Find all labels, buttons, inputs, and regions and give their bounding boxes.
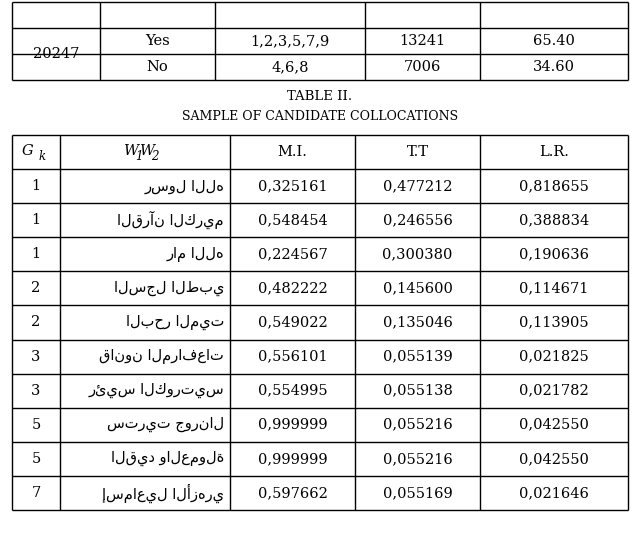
Text: 0,021782: 0,021782 [519, 384, 589, 398]
Text: 0,999999: 0,999999 [258, 452, 327, 466]
Text: 2: 2 [31, 281, 40, 295]
Text: البحر الميت: البحر الميت [125, 315, 224, 330]
Text: 2: 2 [151, 150, 159, 163]
Text: 0,388834: 0,388834 [519, 213, 589, 227]
Text: L.R.: L.R. [539, 145, 569, 159]
Text: W: W [140, 144, 154, 158]
Text: إسماعيل الأزهري: إسماعيل الأزهري [102, 483, 224, 502]
Text: T.T: T.T [406, 145, 429, 159]
Text: 13241: 13241 [399, 34, 445, 48]
Text: السجل الطبي: السجل الطبي [114, 281, 224, 296]
Text: رسول الله: رسول الله [144, 179, 224, 194]
Text: 0,818655: 0,818655 [519, 179, 589, 193]
Text: 0,021646: 0,021646 [519, 486, 589, 500]
Text: 0,145600: 0,145600 [383, 281, 452, 295]
Text: 1: 1 [31, 179, 40, 193]
Text: 0,055216: 0,055216 [383, 452, 452, 466]
Text: 4,6,8: 4,6,8 [271, 60, 308, 74]
Text: 0,554995: 0,554995 [258, 384, 327, 398]
Text: ستريت جورنال: ستريت جورنال [107, 417, 224, 432]
Text: 0,113905: 0,113905 [519, 316, 589, 330]
Text: 0,246556: 0,246556 [383, 213, 452, 227]
Text: 0,549022: 0,549022 [258, 316, 328, 330]
Text: 0,999999: 0,999999 [258, 418, 327, 432]
Text: 1: 1 [31, 213, 40, 227]
Text: 0,597662: 0,597662 [257, 486, 328, 500]
Text: Yes: Yes [145, 34, 170, 48]
Text: قانون المرافعات: قانون المرافعات [99, 349, 224, 364]
Text: 0,190636: 0,190636 [519, 247, 589, 261]
Text: SAMPLE OF CANDIDATE COLLOCATIONS: SAMPLE OF CANDIDATE COLLOCATIONS [182, 111, 458, 124]
Text: 0,042550: 0,042550 [519, 452, 589, 466]
Text: 0,021825: 0,021825 [519, 349, 589, 364]
Text: القيد والعمولة: القيد والعمولة [111, 451, 224, 467]
Text: 0,556101: 0,556101 [258, 349, 327, 364]
Text: 7: 7 [31, 486, 40, 500]
Text: 0,482222: 0,482222 [258, 281, 328, 295]
Text: 0,224567: 0,224567 [258, 247, 328, 261]
Text: 0,477212: 0,477212 [383, 179, 452, 193]
Text: 65.40: 65.40 [533, 34, 575, 48]
Text: 7006: 7006 [404, 60, 441, 74]
Text: M.I.: M.I. [278, 145, 307, 159]
Text: 2: 2 [31, 316, 40, 330]
Text: رئيس الكورتيس: رئيس الكورتيس [88, 383, 224, 398]
Text: 0,042550: 0,042550 [519, 418, 589, 432]
Text: 0,325161: 0,325161 [258, 179, 327, 193]
Text: رام الله: رام الله [166, 247, 224, 262]
Text: القرآن الكريم: القرآن الكريم [117, 211, 224, 230]
Text: G: G [21, 144, 33, 158]
Text: 0,055138: 0,055138 [383, 384, 452, 398]
Text: 5: 5 [31, 452, 40, 466]
Text: 3: 3 [31, 384, 41, 398]
Text: 1,2,3,5,7,9: 1,2,3,5,7,9 [250, 34, 330, 48]
Text: 1: 1 [135, 150, 143, 163]
Text: 34.60: 34.60 [533, 60, 575, 74]
Text: 0,548454: 0,548454 [258, 213, 328, 227]
Text: 0,055169: 0,055169 [383, 486, 452, 500]
Text: 0,055139: 0,055139 [383, 349, 452, 364]
Text: 0,114671: 0,114671 [519, 281, 589, 295]
Text: 0,135046: 0,135046 [383, 316, 452, 330]
Text: 1: 1 [31, 247, 40, 261]
Text: 0,055216: 0,055216 [383, 418, 452, 432]
Text: 3: 3 [31, 349, 41, 364]
Text: No: No [147, 60, 168, 74]
Text: 5: 5 [31, 418, 40, 432]
Text: TABLE II.: TABLE II. [287, 90, 353, 103]
Text: 0,300380: 0,300380 [382, 247, 452, 261]
Text: W: W [124, 144, 138, 158]
Text: 20247: 20247 [33, 47, 79, 61]
Text: k: k [39, 150, 46, 163]
